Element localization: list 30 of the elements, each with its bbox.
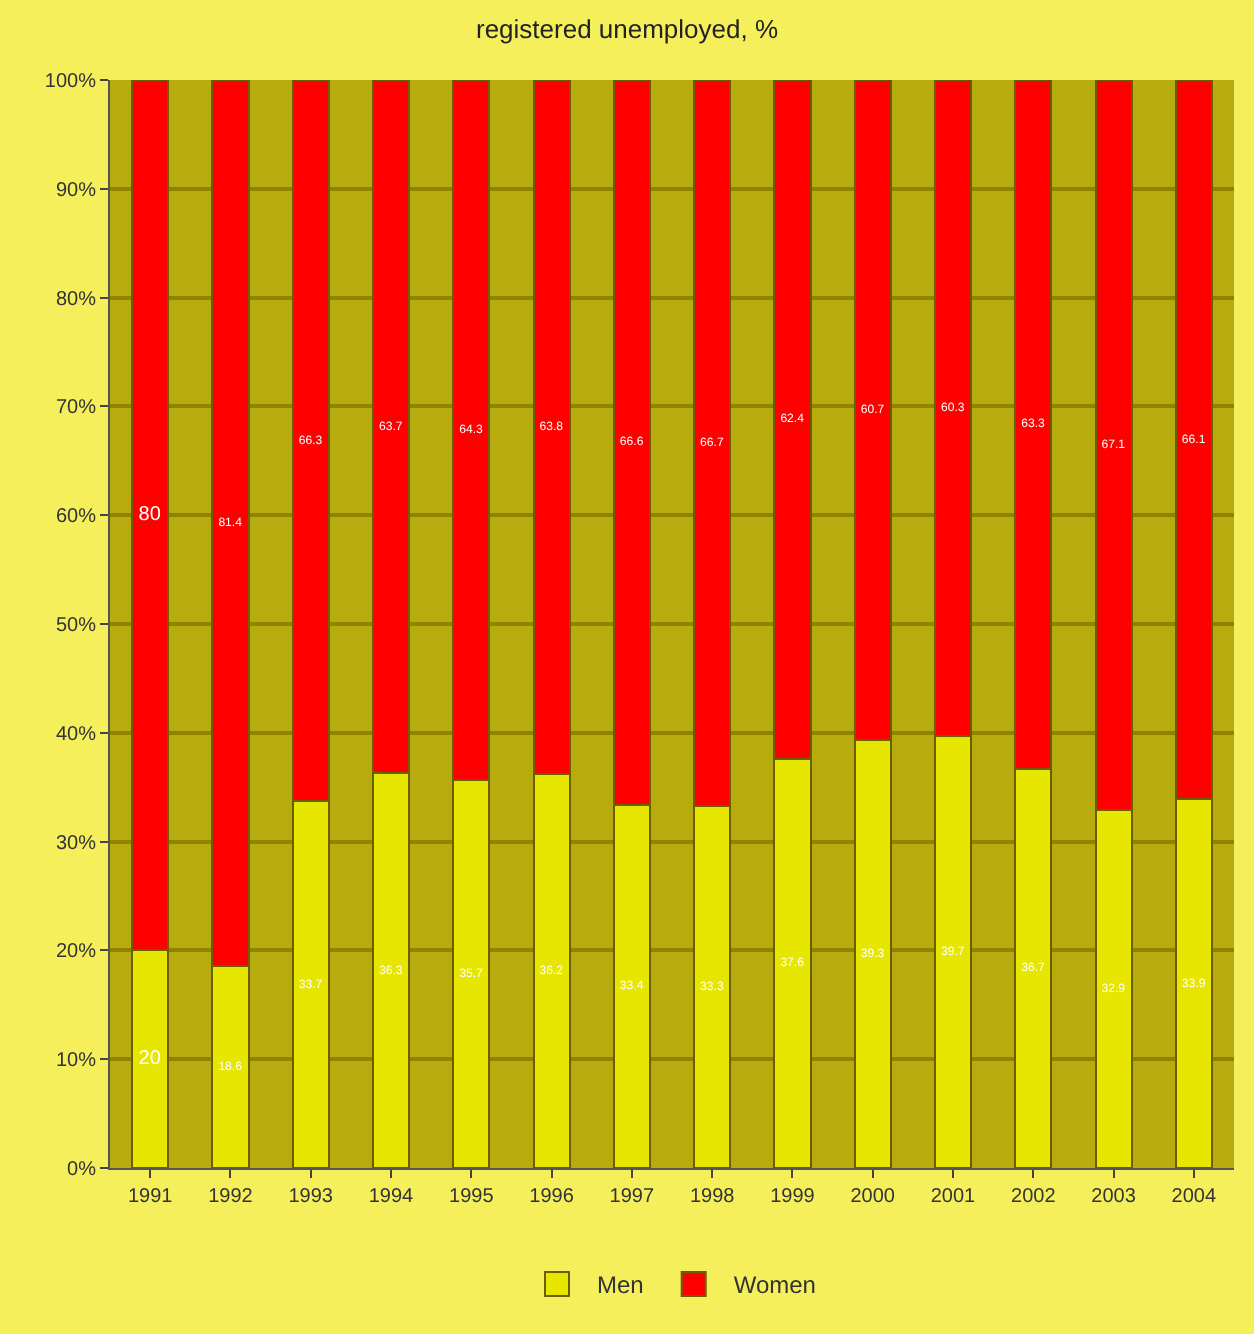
x-tick-label: 2002 (1011, 1186, 1057, 1208)
y-tick-label: 90% (55, 179, 97, 202)
x-tick-label: 2003 (1091, 1186, 1137, 1208)
y-tick-label: 60% (55, 506, 97, 529)
chart-title: registered unemployed, % (475, 14, 779, 45)
legend-label: Women (733, 1271, 816, 1300)
y-tick-label: 100% (44, 71, 97, 93)
x-tick-label: 2004 (1171, 1186, 1217, 1208)
y-tick-label: 20% (55, 941, 97, 964)
x-tick-label: 1996 (529, 1186, 575, 1208)
x-tick-label: 2001 (930, 1186, 977, 1208)
x-tick-label: 1992 (208, 1186, 254, 1208)
y-tick-label: 0% (67, 1159, 97, 1181)
y-tick-label: 70% (55, 397, 97, 420)
x-tick-label: 1993 (288, 1186, 334, 1208)
data-label: 20 (138, 1048, 162, 1071)
y-tick-label: 40% (55, 723, 97, 746)
y-tick-label: 30% (55, 832, 97, 855)
y-tick-label: 50% (55, 615, 97, 637)
y-tick-label: 80% (55, 288, 97, 311)
x-tick-label: 1999 (770, 1186, 816, 1208)
x-tick-label: 1995 (449, 1186, 495, 1208)
x-tick-label: 1994 (368, 1186, 415, 1208)
x-tick-label: 1991 (127, 1186, 174, 1208)
x-tick-label: 2000 (850, 1186, 896, 1208)
y-tick-label: 10% (55, 1050, 97, 1073)
data-label: 80 (138, 504, 162, 527)
x-tick-label: 1997 (609, 1186, 655, 1208)
legend-label: Men (597, 1271, 644, 1300)
x-tick-label: 1998 (689, 1186, 736, 1208)
